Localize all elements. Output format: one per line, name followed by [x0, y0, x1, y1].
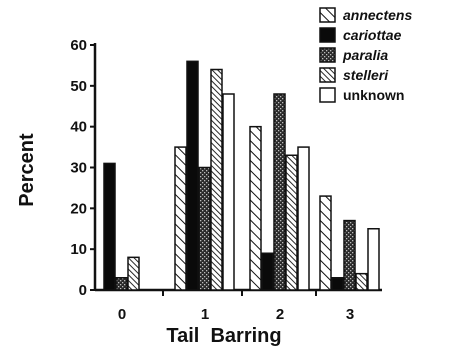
y-tick-label: 30: [70, 160, 87, 177]
axes-layer: 0 10 20 30 40 50 60 0 1 2 3: [70, 37, 382, 323]
bar-stelleri-1: [210, 68, 223, 291]
bar-paralia-1: [198, 166, 211, 291]
y-axis-title: Percent: [16, 133, 38, 207]
legend-label-unknown: unknown: [343, 87, 404, 103]
y-tick-label: 0: [79, 282, 87, 299]
bar-paralia-0: [115, 277, 128, 291]
bar-annectens-3: [319, 195, 332, 291]
bar-unknown-1: [222, 93, 235, 291]
y-tick-label: 20: [70, 200, 87, 217]
x-tick-label: 0: [118, 306, 126, 323]
legend-label-cariottae: cariottae: [343, 27, 402, 43]
x-axis-title: Tail Barring: [166, 325, 281, 347]
y-tick-label: 50: [70, 78, 87, 95]
bar-stelleri-0: [127, 256, 140, 291]
legend-swatch-stelleri: [319, 67, 336, 83]
bar-cariottae-2: [261, 252, 274, 291]
bars-layer: [103, 60, 380, 291]
y-tick-label: 60: [70, 37, 87, 54]
bar-stelleri-2: [285, 154, 298, 291]
bar-annectens-2: [249, 125, 262, 291]
legend-label-annectens: annectens: [343, 7, 412, 23]
bar-cariottae-0: [103, 162, 116, 291]
bar-cariottae-1: [186, 60, 199, 291]
x-tick-label: 1: [201, 306, 209, 323]
legend-label-paralia: paralia: [342, 47, 388, 63]
x-tick-label: 3: [346, 306, 354, 323]
bar-paralia-3: [343, 219, 356, 291]
y-tick-label: 40: [70, 119, 87, 136]
bar-stelleri-3: [355, 272, 368, 291]
bar-annectens-1: [174, 146, 187, 291]
bar-unknown-3: [367, 228, 380, 291]
legend-label-stelleri: stelleri: [343, 67, 389, 83]
bar-cariottae-3: [331, 277, 344, 291]
legend-swatch-unknown: [319, 87, 336, 103]
legend: annectens cariottae paralia stelleri unknown: [319, 7, 412, 103]
bar-unknown-2: [297, 146, 310, 291]
y-tick-label: 10: [70, 241, 87, 258]
legend-swatch-paralia: [319, 47, 336, 63]
bar-paralia-2: [273, 93, 286, 291]
legend-swatch-cariottae: [319, 27, 336, 43]
legend-swatch-annectens: [319, 7, 336, 23]
x-tick-label: 2: [276, 306, 284, 323]
